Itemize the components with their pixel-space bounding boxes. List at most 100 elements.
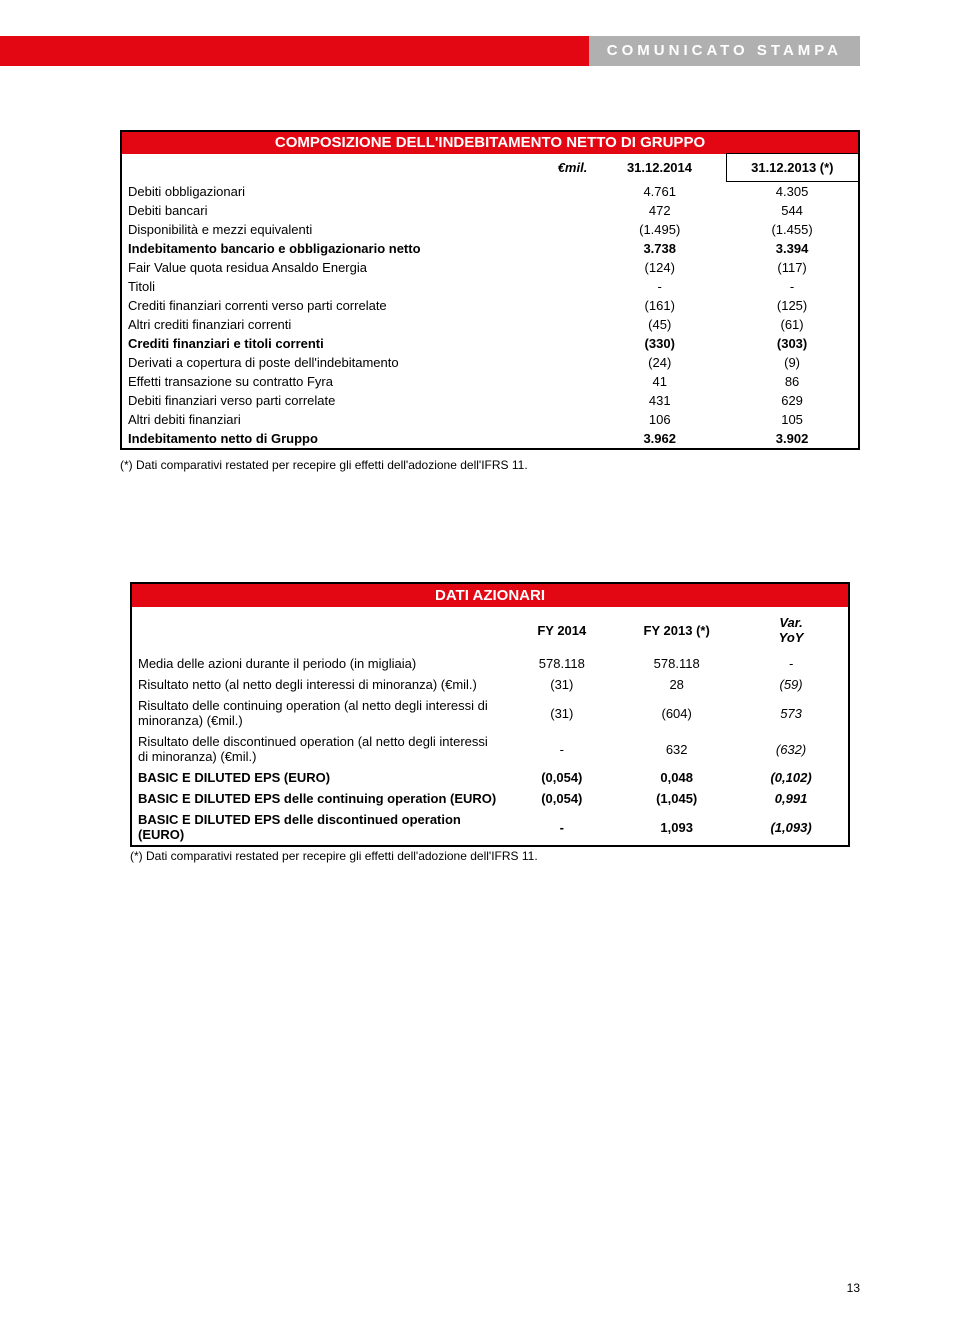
row-label: Debiti obbligazionari bbox=[121, 182, 593, 202]
row-value-1: 4.761 bbox=[593, 182, 726, 202]
page-container: COMUNICATO STAMPA COMPOSIZIONE DELL'INDE… bbox=[0, 0, 960, 1321]
row-value-1: - bbox=[504, 731, 619, 767]
table2-col2-header: FY 2013 (*) bbox=[619, 607, 734, 653]
table-row: Altri debiti finanziari106105 bbox=[121, 410, 859, 429]
row-value-1: (24) bbox=[593, 353, 726, 372]
table1-empty-header bbox=[121, 154, 534, 182]
debt-composition-table: COMPOSIZIONE DELL'INDEBITAMENTO NETTO DI… bbox=[120, 130, 860, 450]
row-value-2: (61) bbox=[726, 315, 859, 334]
row-label: Indebitamento netto di Gruppo bbox=[121, 429, 593, 449]
row-value-1: 3.962 bbox=[593, 429, 726, 449]
header-bar: COMUNICATO STAMPA bbox=[0, 36, 860, 66]
table2-col3-header: Var. YoY bbox=[734, 607, 849, 653]
row-value-2: (117) bbox=[726, 258, 859, 277]
row-value-1: 3.738 bbox=[593, 239, 726, 258]
table-row: Media delle azioni durante il periodo (i… bbox=[131, 653, 849, 674]
row-value-2: 0,048 bbox=[619, 767, 734, 788]
table1-footnote: (*) Dati comparativi restated per recepi… bbox=[120, 458, 860, 472]
table-row: Debiti finanziari verso parti correlate4… bbox=[121, 391, 859, 410]
share-data-table: DATI AZIONARI FY 2014 FY 2013 (*) Var. Y… bbox=[130, 582, 850, 847]
row-value-2: 632 bbox=[619, 731, 734, 767]
row-label: BASIC E DILUTED EPS delle continuing ope… bbox=[131, 788, 504, 809]
table-row: Crediti finanziari e titoli correnti(330… bbox=[121, 334, 859, 353]
table-row: Crediti finanziari correnti verso parti … bbox=[121, 296, 859, 315]
row-value-3: (59) bbox=[734, 674, 849, 695]
row-value-1: (330) bbox=[593, 334, 726, 353]
table-row: Risultato delle discontinued operation (… bbox=[131, 731, 849, 767]
row-value-1: - bbox=[593, 277, 726, 296]
row-value-2: 86 bbox=[726, 372, 859, 391]
row-value-2: (303) bbox=[726, 334, 859, 353]
row-value-1: (161) bbox=[593, 296, 726, 315]
row-value-2: 4.305 bbox=[726, 182, 859, 202]
table-row: Indebitamento bancario e obbligazionario… bbox=[121, 239, 859, 258]
row-value-1: (31) bbox=[504, 674, 619, 695]
row-label: Risultato delle discontinued operation (… bbox=[131, 731, 504, 767]
table-row: Titoli-- bbox=[121, 277, 859, 296]
table1-col2-header: 31.12.2013 (*) bbox=[726, 154, 859, 182]
page-number: 13 bbox=[847, 1281, 860, 1295]
content-area: COMPOSIZIONE DELL'INDEBITAMENTO NETTO DI… bbox=[120, 130, 860, 863]
table2-col3-line2: YoY bbox=[779, 630, 804, 645]
table1-col1-header: 31.12.2014 bbox=[593, 154, 726, 182]
row-value-2: 28 bbox=[619, 674, 734, 695]
table-row: Effetti transazione su contratto Fyra418… bbox=[121, 372, 859, 391]
table2-col1-header: FY 2014 bbox=[504, 607, 619, 653]
row-label: Crediti finanziari correnti verso parti … bbox=[121, 296, 593, 315]
row-value-2: (125) bbox=[726, 296, 859, 315]
row-value-2: 3.394 bbox=[726, 239, 859, 258]
row-value-1: 472 bbox=[593, 201, 726, 220]
row-value-3: (1,093) bbox=[734, 809, 849, 846]
table-row: BASIC E DILUTED EPS (EURO)(0,054)0,048(0… bbox=[131, 767, 849, 788]
row-label: Altri crediti finanziari correnti bbox=[121, 315, 593, 334]
table-row: Indebitamento netto di Gruppo3.9623.902 bbox=[121, 429, 859, 449]
table-row: Debiti bancari472544 bbox=[121, 201, 859, 220]
table-row: Disponibilità e mezzi equivalenti(1.495)… bbox=[121, 220, 859, 239]
table-row: Altri crediti finanziari correnti(45)(61… bbox=[121, 315, 859, 334]
row-value-2: 544 bbox=[726, 201, 859, 220]
table2-footnote: (*) Dati comparativi restated per recepi… bbox=[130, 849, 850, 863]
table-row: Risultato netto (al netto degli interess… bbox=[131, 674, 849, 695]
row-value-1: - bbox=[504, 809, 619, 846]
table-row: BASIC E DILUTED EPS delle continuing ope… bbox=[131, 788, 849, 809]
table-row: BASIC E DILUTED EPS delle discontinued o… bbox=[131, 809, 849, 846]
table1-unit-label: €mil. bbox=[534, 154, 593, 182]
row-value-3: - bbox=[734, 653, 849, 674]
row-label: BASIC E DILUTED EPS (EURO) bbox=[131, 767, 504, 788]
row-value-3: 573 bbox=[734, 695, 849, 731]
row-value-1: (0,054) bbox=[504, 767, 619, 788]
row-value-1: (0,054) bbox=[504, 788, 619, 809]
table2-empty-header bbox=[131, 607, 504, 653]
table-row: Derivati a copertura di poste dell'indeb… bbox=[121, 353, 859, 372]
row-value-3: 0,991 bbox=[734, 788, 849, 809]
row-label: Media delle azioni durante il periodo (i… bbox=[131, 653, 504, 674]
table1-title: COMPOSIZIONE DELL'INDEBITAMENTO NETTO DI… bbox=[121, 131, 859, 154]
row-value-2: (1.455) bbox=[726, 220, 859, 239]
row-label: Indebitamento bancario e obbligazionario… bbox=[121, 239, 593, 258]
row-value-2: (1,045) bbox=[619, 788, 734, 809]
row-label: Crediti finanziari e titoli correnti bbox=[121, 334, 593, 353]
row-value-1: (1.495) bbox=[593, 220, 726, 239]
row-value-2: 629 bbox=[726, 391, 859, 410]
row-value-1: 578.118 bbox=[504, 653, 619, 674]
table-row: Risultato delle continuing operation (al… bbox=[131, 695, 849, 731]
table2-title: DATI AZIONARI bbox=[131, 583, 849, 607]
row-value-3: (632) bbox=[734, 731, 849, 767]
row-value-1: (124) bbox=[593, 258, 726, 277]
row-value-1: (31) bbox=[504, 695, 619, 731]
row-value-2: 578.118 bbox=[619, 653, 734, 674]
row-label: BASIC E DILUTED EPS delle discontinued o… bbox=[131, 809, 504, 846]
row-label: Altri debiti finanziari bbox=[121, 410, 593, 429]
table-row: Fair Value quota residua Ansaldo Energia… bbox=[121, 258, 859, 277]
row-label: Fair Value quota residua Ansaldo Energia bbox=[121, 258, 593, 277]
row-value-3: (0,102) bbox=[734, 767, 849, 788]
row-value-1: 41 bbox=[593, 372, 726, 391]
row-value-1: 431 bbox=[593, 391, 726, 410]
row-label: Risultato delle continuing operation (al… bbox=[131, 695, 504, 731]
row-label: Debiti bancari bbox=[121, 201, 593, 220]
row-label: Effetti transazione su contratto Fyra bbox=[121, 372, 593, 391]
row-label: Titoli bbox=[121, 277, 593, 296]
table2-wrapper: DATI AZIONARI FY 2014 FY 2013 (*) Var. Y… bbox=[130, 582, 850, 863]
row-label: Derivati a copertura di poste dell'indeb… bbox=[121, 353, 593, 372]
row-label: Debiti finanziari verso parti correlate bbox=[121, 391, 593, 410]
